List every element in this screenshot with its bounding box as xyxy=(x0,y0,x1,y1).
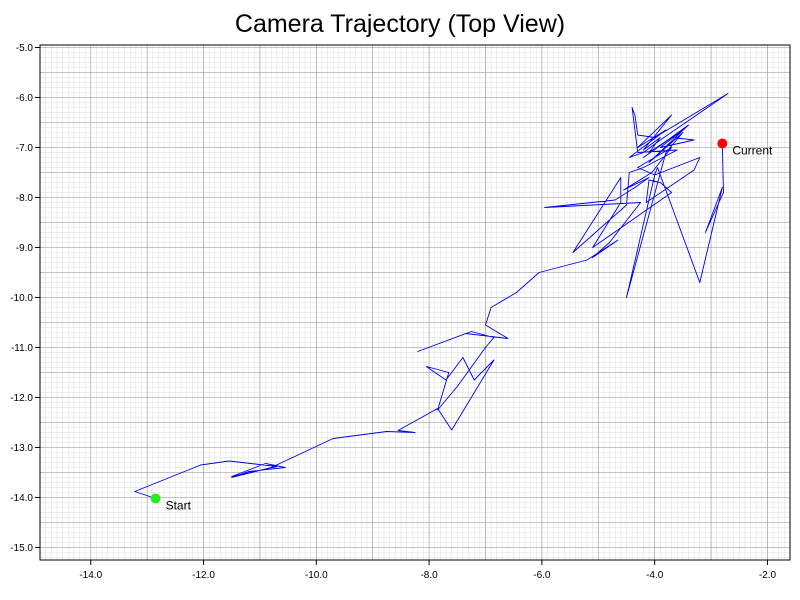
y-tick-label: -9.0 xyxy=(16,243,34,254)
x-tick-label: -14.0 xyxy=(79,570,102,581)
y-tick-label: -8.0 xyxy=(16,193,34,204)
plot-frame xyxy=(39,44,791,561)
x-tick-label: -2.0 xyxy=(759,570,777,581)
y-tick-label: -10.0 xyxy=(10,293,33,304)
x-axis: -14.0 -12.0 -10.0 -8.0 -6.0 -4.0 -2.0 xyxy=(79,560,776,581)
x-tick-label: -8.0 xyxy=(420,570,438,581)
x-tick-label: -6.0 xyxy=(533,570,551,581)
trajectory-series xyxy=(134,93,729,499)
x-tick-label: -4.0 xyxy=(646,570,664,581)
current-marker-label: Current xyxy=(732,144,773,158)
marker-layer: Start Current xyxy=(150,138,773,513)
y-tick-label: -13.0 xyxy=(10,443,33,454)
start-marker-label: Start xyxy=(166,499,192,513)
y-tick-label: -11.0 xyxy=(11,343,33,354)
current-marker xyxy=(717,138,728,149)
y-tick-label: -14.0 xyxy=(10,493,33,504)
x-tick-label: -12.0 xyxy=(192,570,215,581)
y-tick-label: -5.0 xyxy=(16,43,34,54)
x-tick-label: -10.0 xyxy=(305,570,328,581)
y-axis: -5.0 -6.0 -7.0 -8.0 -9.0 -10.0 -11.0 -12.0 -13.0… xyxy=(10,43,40,554)
trajectory-line xyxy=(134,93,729,499)
start-marker xyxy=(150,493,161,504)
y-tick-label: -6.0 xyxy=(16,93,34,104)
chart-title: Camera Trajectory (Top View) xyxy=(234,10,566,38)
y-tick-label: -15.0 xyxy=(10,543,33,554)
y-tick-label: -7.0 xyxy=(16,143,34,154)
y-tick-label: -12.0 xyxy=(10,393,33,404)
